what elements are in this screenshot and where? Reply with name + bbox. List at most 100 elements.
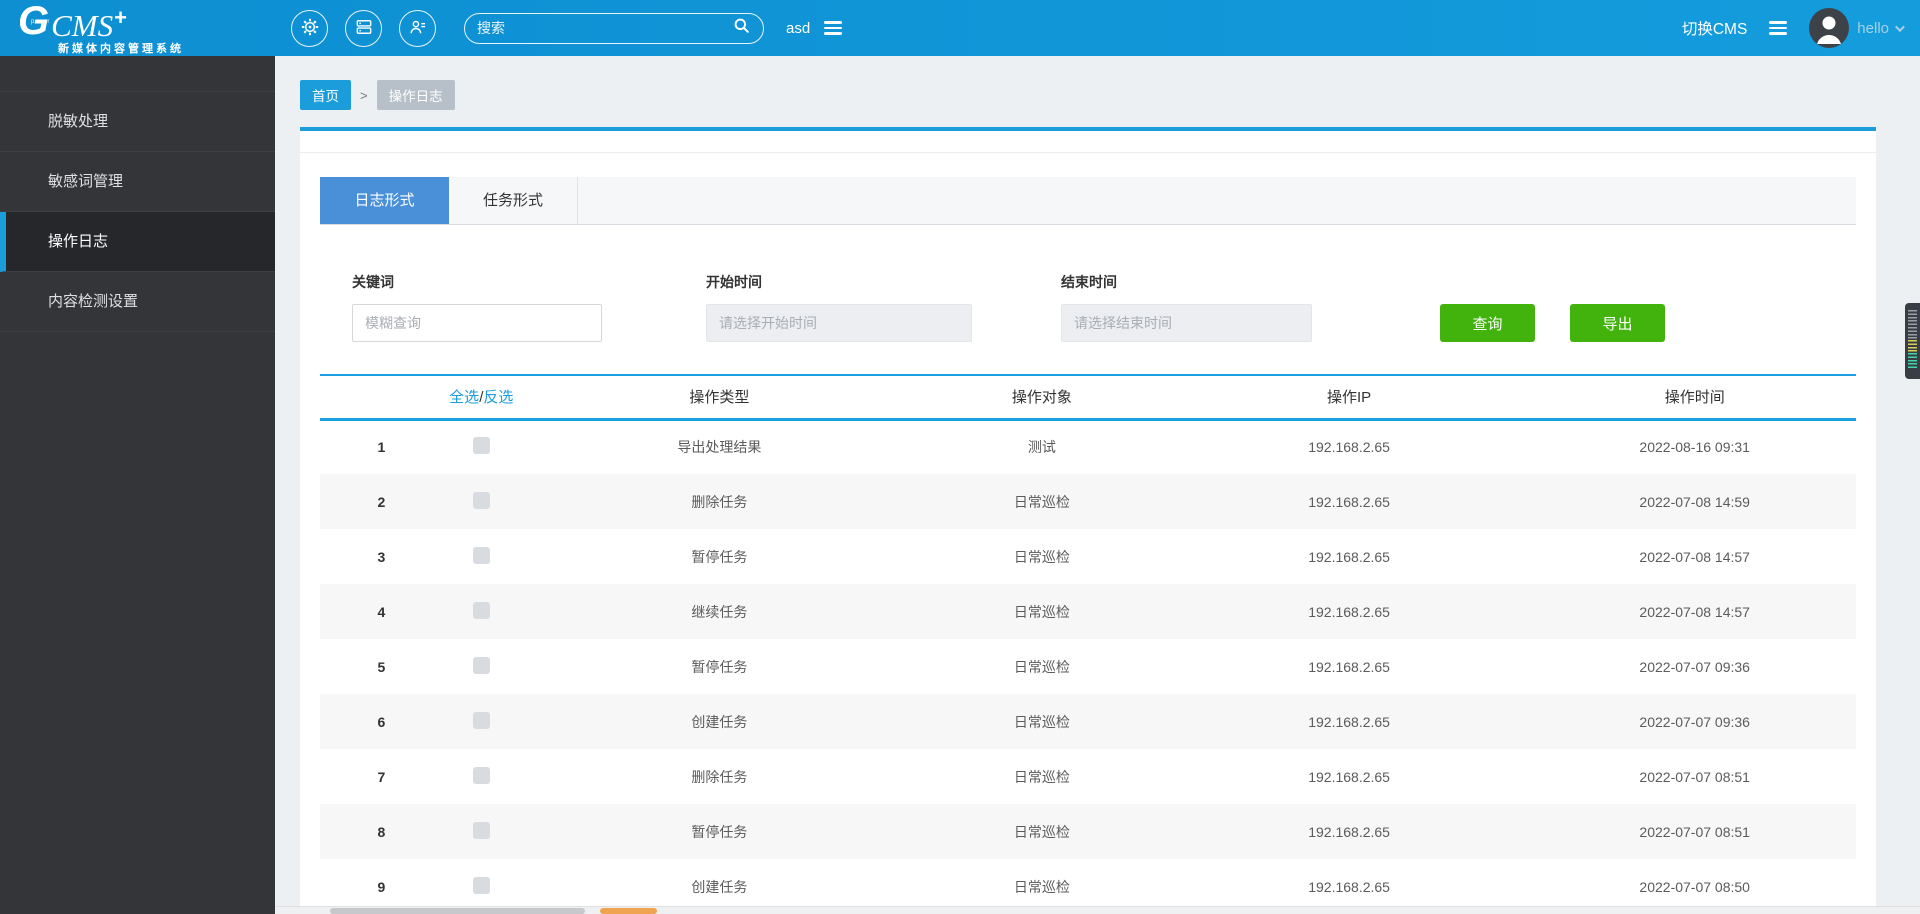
- query-button[interactable]: 查询: [1440, 304, 1535, 342]
- cell-operation-type: 继续任务: [691, 603, 748, 620]
- cell-operation-ip: 192.168.2.65: [1308, 823, 1390, 840]
- cell-operation-type: 创建任务: [691, 713, 748, 730]
- section-divider: [300, 127, 1876, 131]
- table-row: 9 创建任务 日常巡检 192.168.2.65 2022-07-07 08:50: [320, 859, 1856, 914]
- row-index: 6: [377, 713, 386, 730]
- header-quick-actions: [291, 9, 436, 47]
- cell-operation-time: 2022-07-07 08:50: [1639, 878, 1750, 895]
- user-menu[interactable]: hello: [1857, 20, 1905, 37]
- row-checkbox[interactable]: [472, 766, 490, 784]
- keyword-input[interactable]: [352, 304, 602, 342]
- row-checkbox[interactable]: [472, 437, 490, 455]
- avatar[interactable]: [1809, 8, 1850, 48]
- end-time-input[interactable]: [1061, 304, 1312, 342]
- cell-operation-type: 导出处理结果: [677, 439, 762, 456]
- row-select-cell: [443, 639, 520, 694]
- cell-operation-target: 日常巡检: [1013, 493, 1070, 510]
- cell-operation-ip: 192.168.2.65: [1308, 603, 1390, 620]
- row-select-cell: [443, 859, 520, 914]
- tab-task-form[interactable]: 任务形式: [449, 177, 578, 224]
- sidebar-item-sensitive-words[interactable]: 敏感词管理: [0, 152, 275, 212]
- table-row: 3 暂停任务 日常巡检 192.168.2.65 2022-07-08 14:57: [320, 529, 1856, 584]
- end-time-label: 结束时间: [1061, 274, 1117, 290]
- settings-button[interactable]: [291, 9, 328, 47]
- row-select-cell: [443, 474, 520, 529]
- horizontal-scrollbar-thumb[interactable]: [330, 908, 585, 914]
- cell-operation-type: 创建任务: [691, 878, 748, 895]
- user-manage-button[interactable]: [399, 9, 436, 47]
- row-select-cell: [443, 694, 520, 749]
- column-operation-target: 操作对象: [919, 374, 1165, 421]
- chevron-down-icon: [1894, 21, 1905, 32]
- switch-cms-button[interactable]: 切换CMS: [1681, 21, 1748, 38]
- start-time-input[interactable]: [706, 304, 972, 342]
- cell-operation-target: 日常巡检: [1013, 603, 1070, 620]
- select-all-link[interactable]: 全选: [449, 389, 480, 407]
- menu-hamburger-icon[interactable]: [824, 21, 843, 35]
- minimap-stripes-teal: [1908, 353, 1917, 370]
- row-select-cell: [443, 419, 520, 474]
- header-user-shortname: asd: [786, 19, 811, 37]
- cell-operation-target: 日常巡检: [1013, 768, 1070, 785]
- row-checkbox[interactable]: [472, 656, 490, 674]
- scroll-minimap-widget[interactable]: [1905, 303, 1920, 379]
- cell-operation-time: 2022-07-07 09:36: [1639, 713, 1750, 730]
- sidebar-item-content-detection[interactable]: 内容检测设置: [0, 272, 275, 332]
- select-invert-link[interactable]: 反选: [483, 389, 514, 407]
- row-index: 9: [377, 878, 386, 895]
- cell-operation-time: 2022-07-07 09:36: [1639, 658, 1750, 675]
- minimap-stripes-gray: [1908, 310, 1917, 340]
- minimap-stripes-yellow: [1908, 340, 1917, 353]
- row-checkbox[interactable]: [472, 546, 490, 564]
- user-list-icon: [408, 17, 428, 40]
- breadcrumb-separator: >: [360, 87, 368, 103]
- cell-operation-ip: 192.168.2.65: [1308, 658, 1390, 675]
- logo-cms-text: CMS: [51, 7, 114, 43]
- header-right-cluster: 切换CMS hello: [1681, 8, 1905, 48]
- sidebar-item-desensitization[interactable]: 脱敏处理: [0, 92, 275, 152]
- cell-operation-target: 日常巡检: [1013, 823, 1070, 840]
- cell-operation-type: 暂停任务: [691, 658, 748, 675]
- select-slash: /: [479, 389, 484, 407]
- horizontal-scrollbar: [275, 906, 1920, 914]
- cell-operation-type: 暂停任务: [691, 823, 748, 840]
- tab-log-form[interactable]: 日志形式: [320, 177, 449, 224]
- sidebar-item-operation-log[interactable]: 操作日志: [0, 212, 275, 272]
- export-button[interactable]: 导出: [1570, 304, 1665, 342]
- row-checkbox[interactable]: [472, 491, 490, 509]
- breadcrumb: 首页 > 操作日志: [275, 56, 1920, 110]
- row-index: 8: [377, 823, 386, 840]
- modules-button[interactable]: [345, 9, 382, 47]
- column-select: 全选/反选: [442, 374, 520, 421]
- content-card: 日志形式 任务形式 关键词 开始时间 结束时间 查询 导出: [300, 131, 1876, 914]
- cell-operation-ip: 192.168.2.65: [1308, 493, 1390, 510]
- search-icon[interactable]: [732, 16, 751, 40]
- start-time-label: 开始时间: [706, 274, 762, 290]
- cell-operation-target: 日常巡检: [1013, 713, 1070, 730]
- sidebar-item-label: 脱敏处理: [48, 113, 109, 130]
- scrollbar-orange-marker: [600, 908, 657, 914]
- cell-operation-type: 删除任务: [691, 493, 748, 510]
- row-index: 7: [377, 768, 386, 785]
- breadcrumb-home[interactable]: 首页: [300, 80, 351, 110]
- cell-operation-ip: 192.168.2.65: [1308, 548, 1390, 565]
- row-index: 4: [377, 603, 386, 620]
- table-row: 1 导出处理结果 测试 192.168.2.65 2022-08-16 09:31: [320, 419, 1856, 474]
- cell-operation-time: 2022-07-08 14:59: [1639, 493, 1750, 510]
- table-row: 8 暂停任务 日常巡检 192.168.2.65 2022-07-07 08:51: [320, 804, 1856, 859]
- search-input[interactable]: [477, 20, 732, 36]
- row-checkbox[interactable]: [472, 821, 490, 839]
- cell-operation-time: 2022-07-07 08:51: [1639, 823, 1750, 840]
- row-checkbox[interactable]: [472, 711, 490, 729]
- row-checkbox[interactable]: [472, 601, 490, 619]
- column-operation-ip: 操作IP: [1164, 374, 1534, 421]
- tab-bar: 日志形式 任务形式: [320, 177, 1856, 225]
- right-hamburger-icon[interactable]: [1769, 21, 1788, 35]
- row-checkbox[interactable]: [472, 876, 490, 894]
- table-row: 7 删除任务 日常巡检 192.168.2.65 2022-07-07 08:51: [320, 749, 1856, 804]
- card-hairline: [300, 152, 1876, 153]
- filter-toolbar: 关键词 开始时间 结束时间 查询 导出: [352, 272, 1856, 342]
- sidebar: 脱敏处理 敏感词管理 操作日志 内容检测设置: [0, 56, 275, 914]
- logo-power-text: power: [31, 18, 50, 25]
